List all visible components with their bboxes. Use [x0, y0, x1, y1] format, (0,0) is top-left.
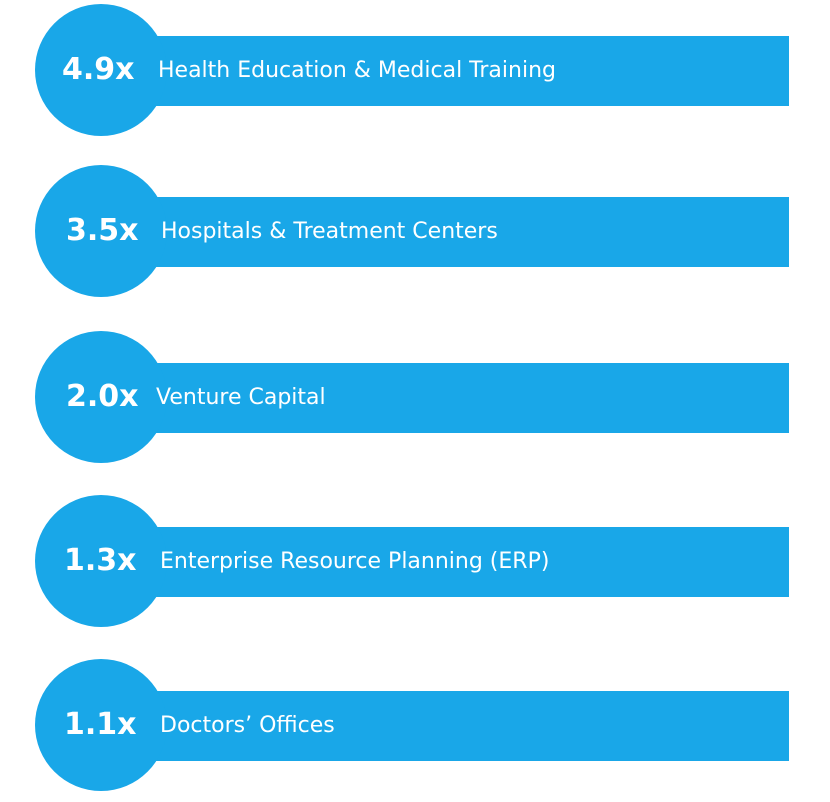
- item-bar: [100, 363, 789, 433]
- item-circle: [35, 331, 167, 463]
- item-bar: [100, 527, 789, 597]
- list-item: 1.1x Doctors’ Offices: [0, 659, 830, 791]
- item-multiplier: 4.9x: [62, 52, 135, 87]
- item-bar: [100, 36, 789, 106]
- list-item: 3.5x Hospitals & Treatment Centers: [0, 165, 830, 297]
- item-label: Enterprise Resource Planning (ERP): [160, 549, 550, 574]
- item-multiplier: 1.1x: [64, 707, 137, 742]
- item-circle: [35, 659, 167, 791]
- list-item: 4.9x Health Education & Medical Training: [0, 4, 830, 136]
- list-item: 1.3x Enterprise Resource Planning (ERP): [0, 495, 830, 627]
- item-circle: [35, 165, 167, 297]
- item-bar: [100, 197, 789, 267]
- item-label: Doctors’ Offices: [160, 713, 335, 738]
- item-multiplier: 1.3x: [64, 543, 137, 578]
- item-bar: [100, 691, 789, 761]
- list-item: 2.0x Venture Capital: [0, 331, 830, 463]
- item-circle: [35, 4, 167, 136]
- item-label: Health Education & Medical Training: [158, 58, 556, 83]
- item-label: Hospitals & Treatment Centers: [161, 219, 498, 244]
- item-label: Venture Capital: [156, 385, 326, 410]
- item-circle: [35, 495, 167, 627]
- item-multiplier: 3.5x: [66, 213, 139, 248]
- item-multiplier: 2.0x: [66, 379, 139, 414]
